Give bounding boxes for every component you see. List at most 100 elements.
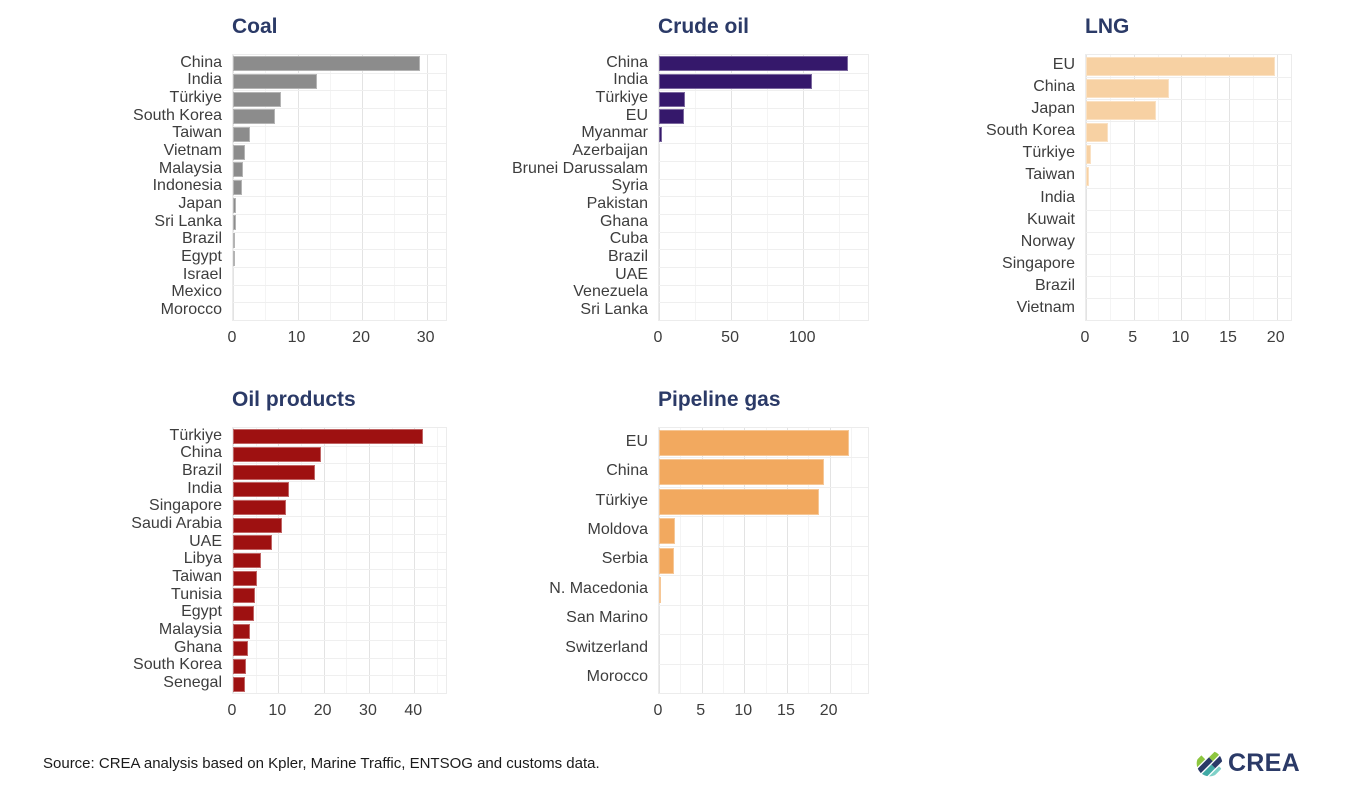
x-tick-label: 10	[287, 329, 306, 346]
category-label: Türkiye	[169, 426, 222, 444]
gridline-minor	[391, 428, 393, 693]
plot-area	[232, 427, 447, 694]
gridline-row	[1086, 231, 1291, 233]
gridline-row	[233, 622, 446, 624]
category-label: EU	[625, 432, 648, 450]
gridline-row	[1086, 77, 1291, 79]
category-label: China	[1033, 78, 1075, 96]
crea-logo: CREA	[1195, 750, 1300, 777]
gridline-major	[731, 55, 733, 320]
chart-coal: Coal China India Türkiye South Korea Taiwan Vi…	[0, 14, 452, 351]
gridline-row	[659, 545, 868, 547]
x-tick-label: 20	[352, 329, 370, 346]
bar	[233, 74, 317, 89]
bar	[1086, 100, 1156, 120]
chart-body: EU China Türkiye Moldova Serbia N. Macedonia S…	[452, 427, 904, 694]
bar	[233, 250, 235, 266]
category-label: Tunisia	[171, 585, 222, 603]
chart-body: Türkiye China Brazil India Singapore Saudi Ar…	[0, 427, 452, 694]
category-label: Kuwait	[1026, 210, 1075, 228]
category-label: Taiwan	[1025, 166, 1075, 184]
gridline-row	[1086, 99, 1291, 101]
bar	[1086, 56, 1275, 76]
bar	[1086, 122, 1108, 142]
y-axis-labels: China India Türkiye South Korea Taiwan Vietna…	[0, 54, 226, 321]
bar	[233, 641, 248, 657]
bar	[659, 518, 676, 545]
gridline-row	[659, 302, 868, 304]
chart-lng: LNG EU China Japan South Korea Türkiye Taiwan I…	[904, 14, 1356, 351]
gridline-row	[1086, 297, 1291, 299]
plot-area	[232, 54, 447, 321]
category-label: Saudi Arabia	[131, 515, 222, 533]
x-axis: 0 10 20 30 40	[228, 694, 445, 724]
gridline-major	[426, 55, 428, 320]
gridline-minor	[680, 428, 682, 693]
category-label: India	[187, 479, 222, 497]
gridline-row	[233, 587, 446, 588]
category-label: Indonesia	[152, 177, 222, 195]
chart-title: Pipeline gas	[658, 388, 781, 411]
category-label: UAE	[615, 265, 648, 283]
bar	[659, 127, 662, 142]
bar	[233, 676, 246, 692]
bar	[1086, 166, 1089, 186]
bar	[233, 500, 287, 515]
gridline-row	[659, 125, 868, 127]
gridline-row	[659, 457, 868, 459]
category-label: Myanmar	[581, 124, 648, 142]
gridline-row	[233, 569, 446, 571]
category-label: Cuba	[609, 230, 648, 248]
gridline-row	[659, 249, 868, 251]
x-axis: 0 10 20 30	[228, 321, 445, 351]
gridline-row	[233, 604, 446, 606]
chart-crude-oil: Crude oil China India Türkiye EU Myanmar Azerb…	[452, 14, 904, 351]
gridline-row	[659, 663, 868, 665]
category-label: South Korea	[133, 656, 222, 674]
bar	[233, 91, 281, 107]
bar	[233, 623, 251, 639]
gridline-row	[659, 231, 868, 233]
gridline-minor	[839, 55, 841, 320]
chart-cell-oil-products: Oil products Türkiye China Brazil India Singa…	[0, 387, 452, 724]
x-tick-label: 50	[721, 329, 739, 346]
gridline-row	[233, 481, 446, 482]
category-label: Türkiye	[169, 89, 222, 107]
x-tick-label: 10	[734, 702, 753, 719]
gridline-row	[233, 640, 446, 641]
category-label: China	[606, 53, 648, 71]
gridline-major	[323, 428, 325, 693]
bar	[659, 459, 824, 486]
gridline-minor	[765, 428, 767, 693]
chart-title: LNG	[1085, 15, 1130, 38]
x-tick-label: 5	[1128, 329, 1138, 346]
gridline-minor	[265, 55, 267, 320]
category-label: Brunei Darussalam	[511, 159, 648, 177]
category-label: India	[613, 71, 648, 89]
plot-area	[658, 54, 869, 321]
category-label: Israel	[182, 265, 222, 283]
category-label: Senegal	[163, 674, 222, 692]
x-tick-label: 20	[313, 702, 332, 719]
gridline-minor	[394, 55, 396, 320]
category-label: Malaysia	[158, 159, 222, 177]
category-label: South Korea	[986, 122, 1075, 140]
gridline-row	[233, 534, 446, 535]
category-label: Brazil	[1034, 276, 1075, 294]
bar	[659, 91, 685, 107]
gridline-row	[1086, 165, 1291, 167]
gridline-row	[659, 214, 868, 215]
gridline-minor	[767, 55, 769, 320]
category-label: Singapore	[1002, 254, 1075, 272]
x-tick-label: 10	[1171, 329, 1190, 346]
gridline-row	[1086, 143, 1291, 145]
category-label: Ghana	[599, 212, 648, 230]
x-axis: 0 5 10 15 20	[654, 694, 867, 724]
gridline-row	[659, 178, 868, 180]
chart-cell-lng: LNG EU China Japan South Korea Türkiye Taiwan I…	[904, 14, 1356, 351]
category-label: China	[606, 462, 648, 480]
gridline-major	[786, 428, 788, 693]
bar	[233, 447, 322, 462]
category-label: Türkiye	[1022, 144, 1075, 162]
x-axis: 0 5 10 15 20	[1081, 321, 1290, 351]
